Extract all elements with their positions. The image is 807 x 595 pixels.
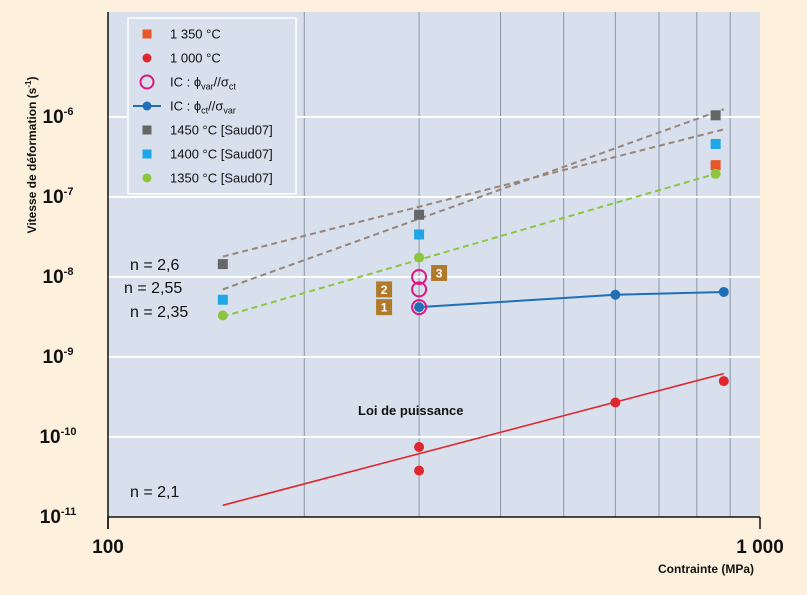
data-point-series-1 bbox=[718, 376, 729, 387]
badge-1: 1 bbox=[376, 299, 393, 316]
x-axis-label: Contrainte (MPa) bbox=[658, 562, 754, 576]
badge-box bbox=[376, 299, 393, 316]
data-point-series-6 bbox=[710, 168, 721, 179]
fit-line-dashed bbox=[222, 128, 725, 258]
n-value-label: n = 2,1 bbox=[130, 484, 179, 501]
n-value-label: n = 2,55 bbox=[124, 280, 182, 297]
legend-label: 1400 °C [Saud07] bbox=[170, 147, 273, 162]
fit-line-solid bbox=[222, 372, 725, 507]
data-point-series-4 bbox=[710, 110, 721, 121]
data-point-series-2 bbox=[411, 299, 428, 316]
n-value-label: n = 2,6 bbox=[130, 257, 179, 274]
data-point-series-5 bbox=[414, 229, 425, 240]
legend-label-part: var bbox=[223, 106, 236, 116]
data-point-series-1 bbox=[414, 465, 425, 476]
point-layer bbox=[217, 110, 729, 476]
badge-3: 3 bbox=[431, 265, 448, 281]
legend-label: 1350 °C [Saud07] bbox=[170, 171, 273, 186]
data-point-series-2 bbox=[411, 269, 428, 285]
legend-marker bbox=[142, 125, 152, 135]
legend-label: 1 000 °C bbox=[170, 51, 221, 66]
legend-label-part: //σ bbox=[208, 99, 223, 114]
legend-label: IC : ϕvar//σct bbox=[170, 75, 236, 92]
badge-box bbox=[431, 265, 448, 281]
data-point-series-3 bbox=[414, 302, 425, 313]
data-point-series-4 bbox=[217, 259, 228, 270]
data-point-series-2 bbox=[411, 281, 428, 298]
legend-marker bbox=[142, 53, 152, 63]
y-axis-label: Vitesse de déformation (s-1) bbox=[24, 77, 39, 234]
badge-2: 2 bbox=[376, 281, 393, 298]
data-point-series-0 bbox=[710, 160, 721, 171]
x-tick-label: 100 bbox=[92, 537, 124, 558]
legend-label-part: IC : ϕ bbox=[170, 99, 201, 114]
legend-marker bbox=[142, 29, 152, 39]
badge-label: 1 bbox=[381, 301, 388, 315]
legend-label: IC : ϕct//σvar bbox=[170, 99, 236, 116]
n-value-label: n = 2,35 bbox=[130, 304, 188, 321]
legend-label-part: ct bbox=[201, 106, 209, 116]
y-tick-exponent: -6 bbox=[64, 106, 74, 118]
data-point-series-3 bbox=[718, 286, 729, 297]
y-axis-label-exponent: -1 bbox=[24, 80, 33, 88]
legend-marker bbox=[142, 101, 152, 111]
data-point-series-5 bbox=[710, 138, 721, 149]
y-tick-exponent: -8 bbox=[64, 266, 74, 278]
data-point-series-1 bbox=[610, 397, 621, 408]
legend-label-part: var bbox=[201, 82, 214, 92]
legend-marker bbox=[142, 173, 152, 183]
legend-marker bbox=[142, 149, 152, 159]
data-point-series-4 bbox=[414, 209, 425, 220]
y-tick-exponent: -9 bbox=[64, 346, 74, 358]
y-tick-exponent: -11 bbox=[61, 506, 76, 518]
legend-label: 1450 °C [Saud07] bbox=[170, 123, 273, 138]
fit-line-dashed bbox=[222, 108, 725, 291]
data-point-series-3 bbox=[610, 289, 621, 300]
badge-label: 2 bbox=[381, 283, 388, 297]
y-tick-exponent: -10 bbox=[61, 426, 77, 438]
legend-label-part: ct bbox=[229, 82, 237, 92]
data-point-series-6 bbox=[217, 310, 228, 321]
badge-label: 3 bbox=[436, 267, 443, 281]
y-tick-exponent: -7 bbox=[64, 186, 74, 198]
data-point-series-6 bbox=[414, 252, 425, 263]
annot-layer: n = 2,6 n = 2,55 n = 2,35 n = 2,1 Loi de pui… bbox=[124, 257, 463, 501]
legend-marker bbox=[139, 74, 155, 90]
fit-line-dashed bbox=[222, 172, 716, 318]
data-point-series-5 bbox=[217, 294, 228, 305]
y-axis-label-close: ) bbox=[25, 77, 39, 81]
badge-box bbox=[376, 281, 393, 298]
legend-label-part: //σ bbox=[214, 75, 229, 90]
axis-layer: 100 1 00010-1110-1010-910-810-710-6Contra… bbox=[24, 12, 784, 576]
power-law-label: Loi de puissance bbox=[358, 403, 463, 418]
data-point-series-1 bbox=[414, 441, 425, 452]
x-tick-label: 1 000 bbox=[736, 537, 784, 558]
legend-label-part: IC : ϕ bbox=[170, 75, 201, 90]
legend-label: 1 350 °C bbox=[170, 27, 221, 42]
